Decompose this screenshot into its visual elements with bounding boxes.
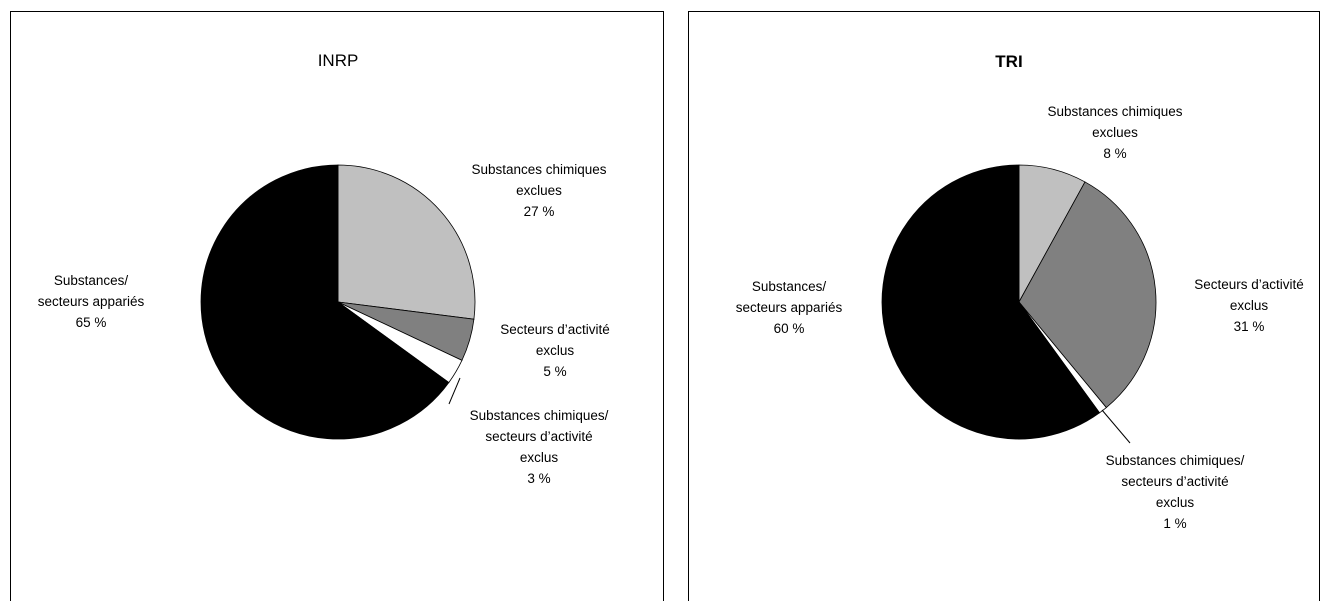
slice-label-line: Substances/ [54,273,129,288]
chart-panel-inrp: INRP Substances chimiques exclues 27 % Sect… [10,11,664,601]
slice-label-line: 27 % [524,204,555,219]
pie-slice [200,164,450,440]
pie-chart-tri: TRI Substances chimiques exclues 8 % Secteu… [736,52,1304,531]
slice-label-line: secteurs appariés [38,294,145,309]
slice-label: Substances/secteurs appariés 65 % [38,273,145,330]
pie-chart-inrp: INRP Substances chimiques exclues 27 % Sect… [38,51,610,486]
slice-label-line: exclus [520,450,559,465]
slice-label-line: exclus [1156,495,1195,510]
chart-panel-tri: TRI Substances chimiques exclues 8 % Secteu… [688,11,1320,601]
slice-label-line: exclues [1092,125,1138,140]
slice-label-line: Substances chimiques [471,162,606,177]
slice-label-line: Secteurs d’activité [500,322,610,337]
pie-slice [881,164,1101,440]
chart-title: INRP [318,51,359,70]
slice-label-line: Substances chimiques/ [1106,453,1245,468]
slice-label-line: secteurs appariés [736,300,843,315]
slice-label: Substances chimiques/secteurs d’activité… [1106,453,1245,531]
slice-label-line: 65 % [76,315,107,330]
slice-label-line: 3 % [527,471,550,486]
slice-label-line: exclues [516,183,562,198]
slice-label-line: 1 % [1163,516,1186,531]
slice-label: Substances chimiques/secteurs d’activité… [470,408,609,486]
slice-label: Secteurs d’activité exclus 5 % [500,322,610,379]
slice-label-line: Secteurs d’activité [1194,277,1304,292]
slice-label-line: Substances chimiques/ [470,408,609,423]
slice-label-line: secteurs d’activité [485,429,592,444]
leader-line [448,377,461,405]
chart-title: TRI [995,52,1022,71]
slice-label-line: 60 % [774,321,805,336]
slice-label-line: Substances chimiques [1047,104,1182,119]
slice-label-line: 8 % [1103,146,1126,161]
pie-slice [1018,181,1157,409]
slice-label: Secteurs d’activité exclus 31 % [1194,277,1304,334]
slice-label: Substances chimiques exclues 8 % [1047,104,1182,161]
slice-label: Substances chimiques exclues 27 % [471,162,606,219]
slice-label-line: exclus [1230,298,1269,313]
slice-label-line: Substances/ [752,279,827,294]
slice-label-line: secteurs d’activité [1121,474,1228,489]
slice-label-line: 31 % [1234,319,1265,334]
pie-slice [337,164,476,320]
slice-label: Substances/secteurs appariés 60 % [736,279,843,336]
slice-label-line: exclus [536,343,575,358]
leader-line [1101,409,1131,444]
slice-label-line: 5 % [543,364,566,379]
